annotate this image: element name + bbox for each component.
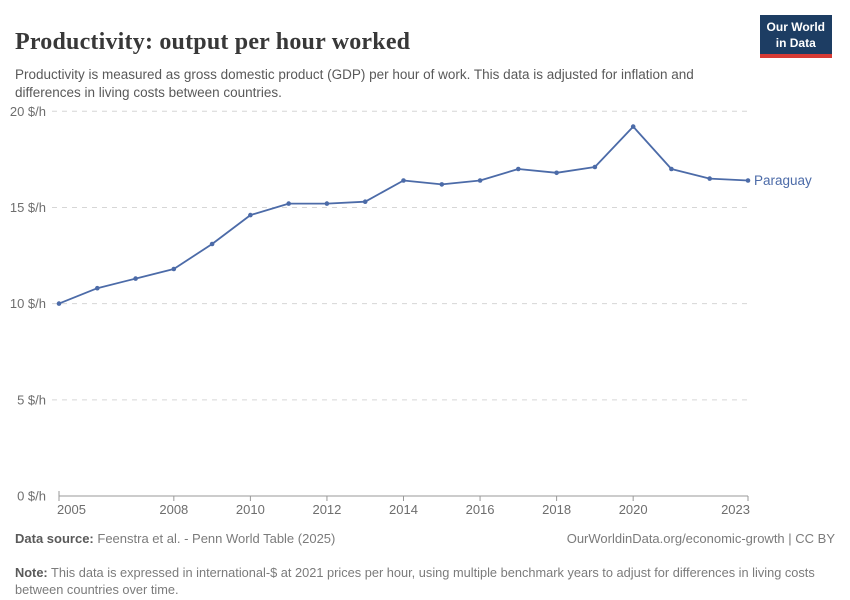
data-point[interactable] <box>707 176 712 181</box>
data-point[interactable] <box>56 301 62 306</box>
footer-note-label: Note: <box>15 564 48 580</box>
y-axis-tick-label: 0 $/h <box>17 489 46 504</box>
x-axis-tick-label: 2010 <box>236 502 265 517</box>
footer-note-value: This data is expressed in international-… <box>15 564 815 597</box>
page-title: Productivity: output per hour worked <box>15 29 411 56</box>
data-point[interactable] <box>401 178 406 183</box>
footer-source-row: Data source: Feenstra et al. - Penn Worl… <box>15 531 835 546</box>
y-axis-tick-label: 20 $/h <box>10 104 46 119</box>
data-source: Data source: Feenstra et al. - Penn Worl… <box>15 531 335 546</box>
data-point[interactable] <box>592 164 598 170</box>
x-axis-tick-label: 2008 <box>159 502 188 517</box>
data-source-label: Data source: <box>15 531 94 546</box>
data-point[interactable] <box>324 201 330 206</box>
y-axis-tick-label: 10 $/h <box>10 296 46 311</box>
x-axis-tick-label: 2012 <box>312 502 341 517</box>
data-source-value: Feenstra et al. - Penn World Table (2025… <box>97 531 336 546</box>
data-point[interactable] <box>745 178 751 183</box>
data-point[interactable] <box>286 201 292 206</box>
data-point[interactable] <box>669 166 674 172</box>
owid-license-link[interactable]: OurWorldinData.org/economic-growth | CC … <box>566 531 835 546</box>
data-point[interactable] <box>171 266 177 272</box>
x-axis-tick-label: 2023 <box>721 502 750 517</box>
data-point[interactable] <box>477 178 483 183</box>
data-point[interactable] <box>209 241 215 247</box>
x-axis-tick-label: 2005 <box>57 502 86 517</box>
owid-logo[interactable]: Our World in Data <box>759 15 832 59</box>
data-point[interactable] <box>248 212 253 218</box>
owid-logo-line1: Our World <box>766 20 825 34</box>
x-axis-tick-label: 2020 <box>619 502 648 517</box>
data-point[interactable] <box>554 170 559 176</box>
x-axis-tick-label: 2018 <box>542 502 571 517</box>
data-point[interactable] <box>133 276 138 281</box>
footer-note: Note: This data is expressed in internat… <box>15 565 837 599</box>
x-axis-tick-label: 2016 <box>466 502 495 517</box>
data-point[interactable] <box>516 166 521 172</box>
chart-subtitle: Productivity is measured as gross domest… <box>15 66 694 101</box>
data-point[interactable] <box>95 285 100 291</box>
owid-logo-line2: in Data <box>775 35 816 50</box>
y-axis-tick-label: 15 $/h <box>10 200 46 215</box>
x-axis-tick-label: 2014 <box>389 502 418 517</box>
y-axis-tick-label: 5 $/h <box>17 392 46 407</box>
data-point[interactable] <box>439 182 445 187</box>
data-point[interactable] <box>362 199 368 204</box>
series-end-label[interactable]: Paraguay <box>754 173 812 188</box>
data-point[interactable] <box>630 124 636 129</box>
series-line <box>58 125 749 305</box>
